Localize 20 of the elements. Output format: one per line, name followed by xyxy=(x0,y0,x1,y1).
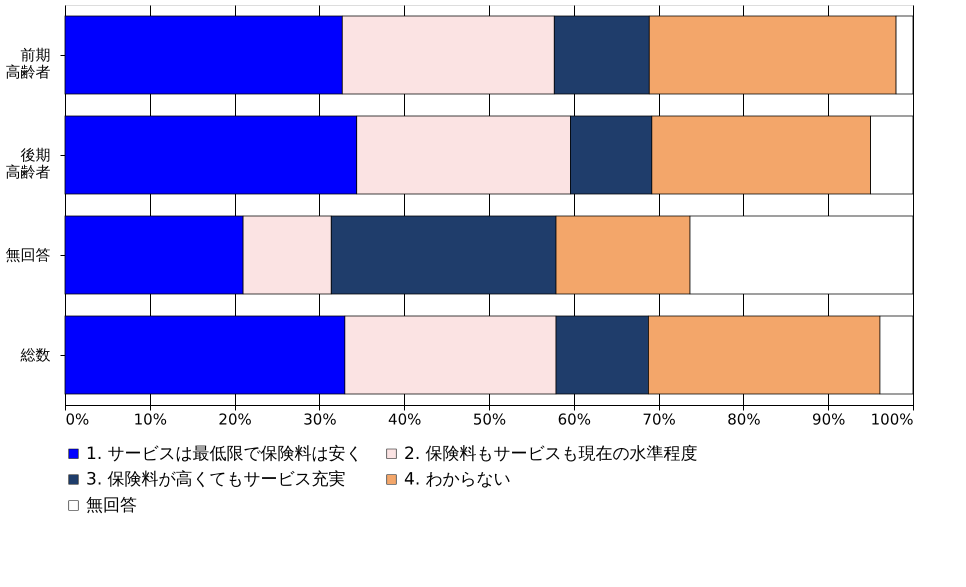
y-tick-label: 前期高齢者 xyxy=(6,46,50,81)
y-tick-label: 無回答 xyxy=(6,246,50,264)
x-tick-label: 90% xyxy=(812,410,846,428)
y-tick-label: 総数 xyxy=(20,346,50,364)
legend-label: 無回答 xyxy=(86,496,137,516)
x-tick-label: 20% xyxy=(218,410,252,428)
x-tick-label: 30% xyxy=(303,410,337,428)
x-tick-label: 40% xyxy=(388,410,422,428)
legend-label: 2. 保険料もサービスも現在の水準程度 xyxy=(404,444,698,464)
x-tick-label: 100% xyxy=(870,410,914,428)
x-tick-label: 10% xyxy=(134,410,167,428)
legend-label: 1. サービスは最低限で保険料は安く xyxy=(86,444,363,464)
x-tick-label: 70% xyxy=(642,410,676,428)
x-tick-label: 60% xyxy=(558,410,591,428)
x-tick-label: 80% xyxy=(727,410,761,428)
x-tick-label: 0% xyxy=(66,410,90,428)
legend-label: 4. わからない xyxy=(404,470,511,490)
x-tick-label: 50% xyxy=(472,410,506,428)
legend-label: 3. 保険料が高くてもサービス充実 xyxy=(86,470,346,490)
y-tick-label: 後期高齢者 xyxy=(6,146,50,181)
